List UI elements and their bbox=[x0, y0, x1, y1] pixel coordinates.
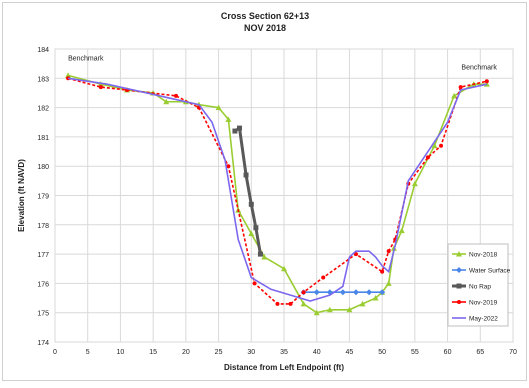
x-tick-label: 30 bbox=[247, 349, 255, 356]
legend-marker bbox=[456, 267, 462, 273]
data-point bbox=[98, 85, 103, 90]
data-point bbox=[226, 164, 231, 169]
x-tick-label: 5 bbox=[86, 349, 90, 356]
legend-label: Nov-2019 bbox=[469, 300, 498, 307]
legend-label: No Rap bbox=[469, 284, 491, 291]
data-point bbox=[281, 265, 287, 272]
x-tick-label: 35 bbox=[280, 349, 288, 356]
y-tick-label: 184 bbox=[37, 47, 49, 54]
series-line-may-2022 bbox=[67, 77, 488, 302]
y-tick-label: 179 bbox=[37, 194, 49, 201]
data-point bbox=[261, 254, 268, 260]
y-tick-label: 177 bbox=[37, 252, 49, 259]
data-point bbox=[398, 227, 405, 234]
data-point bbox=[326, 306, 333, 313]
y-axis-label: Elevation (ft NAVD) bbox=[17, 159, 26, 232]
data-point bbox=[253, 225, 259, 231]
data-point bbox=[439, 143, 444, 148]
data-point bbox=[451, 92, 458, 99]
data-point bbox=[321, 275, 326, 280]
data-point bbox=[431, 142, 438, 149]
data-point bbox=[252, 281, 257, 286]
data-point bbox=[237, 125, 243, 131]
data-point bbox=[174, 93, 179, 98]
y-tick-label: 183 bbox=[37, 76, 49, 83]
data-point bbox=[313, 289, 320, 296]
data-point bbox=[458, 85, 463, 90]
y-tick-label: 174 bbox=[37, 340, 49, 347]
y-tick-label: 180 bbox=[37, 164, 49, 171]
x-tick-label: 55 bbox=[411, 349, 419, 356]
x-tick-label: 0 bbox=[53, 349, 57, 356]
data-point bbox=[372, 295, 379, 301]
data-point bbox=[288, 301, 293, 306]
series-line-nov-2018 bbox=[67, 74, 487, 314]
x-tick-label: 60 bbox=[444, 349, 452, 356]
data-point bbox=[248, 230, 255, 237]
x-tick-label: 15 bbox=[149, 349, 157, 356]
data-point bbox=[248, 201, 254, 207]
legend-marker bbox=[456, 251, 462, 257]
y-tick-label: 176 bbox=[37, 281, 49, 288]
data-point bbox=[275, 301, 280, 306]
x-tick-label: 40 bbox=[313, 349, 321, 356]
data-point bbox=[380, 269, 385, 274]
data-point bbox=[379, 289, 386, 296]
y-tick-label: 182 bbox=[37, 106, 49, 113]
legend-marker bbox=[457, 300, 461, 304]
data-point bbox=[313, 309, 320, 316]
legend-label: Nov-2018 bbox=[469, 252, 498, 259]
data-point bbox=[243, 172, 249, 178]
data-point bbox=[300, 300, 307, 307]
x-axis-label: Distance from Left Endpoint (ft) bbox=[224, 363, 344, 372]
chart-title: Cross Section 62+13 bbox=[221, 11, 309, 21]
data-point bbox=[257, 251, 263, 257]
chart-subtitle: NOV 2018 bbox=[244, 23, 286, 33]
x-tick-label: 25 bbox=[215, 349, 223, 356]
data-point bbox=[232, 128, 238, 134]
x-tick-label: 70 bbox=[509, 349, 517, 356]
data-point bbox=[301, 290, 306, 295]
data-point bbox=[339, 289, 346, 296]
legend-marker bbox=[456, 283, 462, 289]
data-point bbox=[359, 300, 366, 307]
data-point bbox=[163, 98, 170, 105]
legend-label: Water Surface bbox=[469, 268, 511, 275]
data-point bbox=[225, 116, 232, 122]
x-tick-label: 50 bbox=[378, 349, 386, 356]
benchmark-annotation: Benchmark bbox=[68, 56, 104, 63]
y-tick-label: 178 bbox=[37, 223, 49, 230]
data-point bbox=[65, 72, 72, 78]
benchmark-annotation: Benchmark bbox=[461, 65, 497, 72]
data-point bbox=[366, 289, 373, 296]
data-point bbox=[386, 249, 391, 254]
x-tick-label: 45 bbox=[346, 349, 354, 356]
data-point bbox=[346, 306, 353, 313]
data-point bbox=[411, 180, 418, 187]
data-point bbox=[215, 104, 222, 111]
data-point bbox=[385, 280, 392, 286]
data-point bbox=[484, 79, 489, 84]
data-point bbox=[352, 289, 359, 296]
y-tick-label: 175 bbox=[37, 311, 49, 318]
x-tick-label: 20 bbox=[182, 349, 190, 356]
x-tick-label: 10 bbox=[117, 349, 125, 356]
legend-label: May-2022 bbox=[469, 316, 498, 323]
x-tick-label: 65 bbox=[476, 349, 484, 356]
data-point bbox=[425, 155, 430, 160]
y-tick-label: 181 bbox=[37, 135, 49, 142]
